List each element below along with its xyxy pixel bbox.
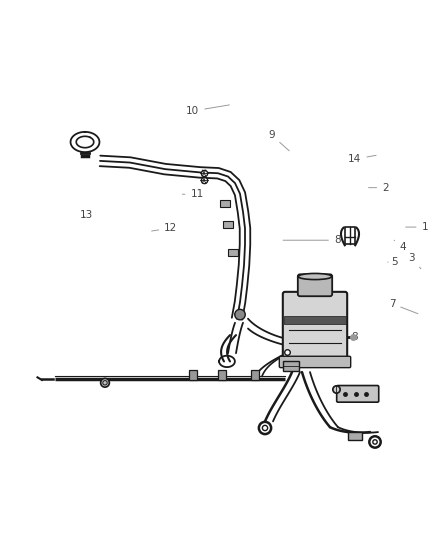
Bar bbox=[219, 370, 226, 379]
Text: 6: 6 bbox=[283, 281, 308, 300]
FancyBboxPatch shape bbox=[298, 274, 332, 296]
FancyBboxPatch shape bbox=[283, 292, 347, 362]
FancyBboxPatch shape bbox=[279, 356, 351, 368]
Ellipse shape bbox=[298, 273, 332, 280]
Text: 10: 10 bbox=[186, 105, 230, 116]
Bar bbox=[220, 200, 230, 207]
Bar bbox=[349, 432, 362, 440]
Text: 12: 12 bbox=[152, 223, 177, 233]
Text: 1: 1 bbox=[406, 222, 428, 232]
Bar bbox=[283, 361, 299, 371]
Bar bbox=[190, 370, 197, 379]
Circle shape bbox=[101, 378, 110, 387]
Text: 8: 8 bbox=[322, 332, 358, 349]
Text: 7: 7 bbox=[389, 298, 418, 314]
Text: 13: 13 bbox=[80, 210, 93, 220]
Text: 3: 3 bbox=[408, 253, 421, 269]
Bar bbox=[284, 316, 346, 324]
Circle shape bbox=[235, 309, 245, 320]
Bar bbox=[223, 221, 233, 228]
Text: 2: 2 bbox=[368, 183, 389, 192]
Text: 5: 5 bbox=[388, 257, 398, 267]
Bar bbox=[345, 227, 355, 245]
Bar bbox=[251, 370, 258, 379]
Text: 14: 14 bbox=[348, 154, 376, 164]
Text: 11: 11 bbox=[182, 189, 204, 199]
Bar bbox=[228, 249, 238, 256]
Text: 9: 9 bbox=[268, 130, 289, 151]
Text: 4: 4 bbox=[394, 240, 406, 252]
Text: 8: 8 bbox=[283, 235, 341, 245]
FancyBboxPatch shape bbox=[337, 385, 379, 402]
